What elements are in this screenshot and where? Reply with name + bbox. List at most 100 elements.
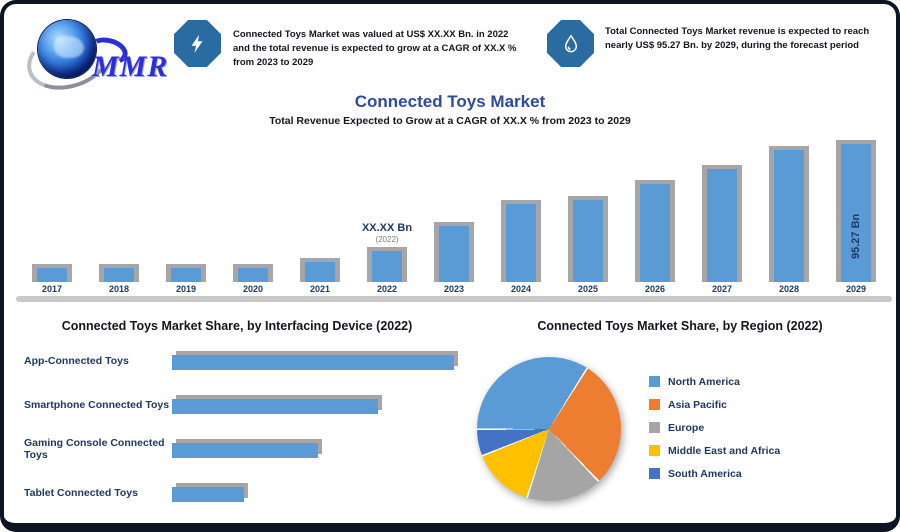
year-label: 2027: [711, 284, 733, 294]
legend-label: North America: [668, 375, 740, 388]
lightning-icon: [191, 34, 203, 53]
year-label: 2025: [577, 284, 599, 294]
bar: [439, 226, 469, 282]
bar-cell: XX.XX Bn (2022) 2022: [355, 130, 419, 296]
legend-swatch: [649, 445, 660, 456]
bar-frame: [769, 146, 809, 282]
bar: [707, 169, 737, 282]
bar-frame: [32, 264, 72, 282]
chart-subtitle: Total Revenue Expected to Grow at a CAGR…: [269, 115, 631, 127]
legend-label: Asia Pacific: [668, 398, 727, 411]
segment-bar: [172, 354, 454, 370]
segment-row: Tablet Connected Toys: [20, 472, 466, 516]
segment-bar: [172, 486, 244, 502]
segment-label: Smartphone Connected Toys: [24, 399, 170, 412]
stat1-badge: [174, 20, 221, 67]
segments-panel-header: Connected Toys Market Share, by Interfac…: [61, 319, 413, 333]
regions-panel-header: Connected Toys Market Share, by Region (…: [537, 319, 823, 333]
stat2-badge: [547, 20, 594, 67]
bar-cell: 95.27 Bn 2029: [824, 130, 888, 296]
bar-cell: 2026: [623, 130, 687, 296]
segment-label: App-Connected Toys: [24, 355, 129, 368]
bar-cell: 2021: [288, 130, 352, 296]
bar: [372, 251, 402, 282]
segment-bar: [172, 442, 318, 458]
region-pie-chart: [477, 357, 621, 501]
revenue-bar-chart: 2017 2018 2019 2020 2021 XX.XX Bn (2022) 2022 20…: [20, 130, 888, 296]
chart-title: Connected Toys Market: [354, 92, 546, 111]
bar: [774, 150, 804, 282]
bar: [104, 268, 134, 282]
bar-cell: 2018: [87, 130, 151, 296]
bar-cell: 2027: [690, 130, 754, 296]
stat2-text: Total Connected Toys Market revenue is e…: [605, 26, 870, 51]
legend-item: Europe: [649, 416, 780, 439]
segment-row: Gaming Console Connected Toys: [20, 428, 466, 472]
callout-year: (2022): [375, 234, 399, 244]
value-callout: XX.XX Bn (2022): [362, 222, 412, 244]
year-label: 2029: [845, 284, 867, 294]
bar-frame: [501, 200, 541, 282]
logo-text: MMR: [92, 50, 169, 83]
bar-frame: [635, 180, 675, 282]
legend-swatch: [649, 376, 660, 387]
bar-frame: [434, 222, 474, 282]
year-label: 2018: [108, 284, 130, 294]
bar-frame: [233, 264, 273, 282]
bar-frame: [568, 196, 608, 282]
bar-cell: 2020: [221, 130, 285, 296]
year-label: 2023: [443, 284, 465, 294]
year-label: 2020: [242, 284, 264, 294]
segment-bar: [172, 398, 378, 414]
year-label: 2026: [644, 284, 666, 294]
bar-cell: 2028: [757, 130, 821, 296]
legend-swatch: [649, 422, 660, 433]
bar-cell: 2019: [154, 130, 218, 296]
globe-landmass: [54, 36, 84, 58]
bar-cell: 2023: [422, 130, 486, 296]
legend-item: Middle East and Africa: [649, 439, 780, 462]
bar-cell: 2017: [20, 130, 84, 296]
bar: [640, 184, 670, 282]
stat1-text: Connected Toys Market was valued at US$ …: [233, 29, 517, 68]
legend-label: Europe: [668, 421, 705, 434]
bar-frame: [99, 264, 139, 282]
water-drop-icon: [564, 33, 577, 52]
bar-frame: 95.27 Bn: [836, 140, 876, 282]
bar: [506, 204, 536, 282]
legend-swatch: [649, 399, 660, 410]
year-label: 2028: [778, 284, 800, 294]
segment-row: App-Connected Toys: [20, 340, 466, 384]
segment-label: Tablet Connected Toys: [24, 487, 138, 500]
segment-label: Gaming Console Connected Toys: [24, 437, 165, 461]
chart-baseline: [16, 296, 892, 302]
mmr-logo: MMR: [19, 12, 180, 100]
segment-row: Smartphone Connected Toys: [20, 384, 466, 428]
bar: 95.27 Bn: [841, 144, 871, 282]
year-label: 2017: [41, 284, 63, 294]
bar-frame: [166, 264, 206, 282]
year-label: 2021: [309, 284, 331, 294]
segments-bar-list: App-Connected Toys Smartphone Connected T…: [20, 340, 466, 516]
bar: [305, 262, 335, 282]
legend-swatch: [649, 468, 660, 479]
bar-frame: [300, 258, 340, 282]
legend-item: Asia Pacific: [649, 393, 780, 416]
bar: [573, 200, 603, 282]
bar-frame: [702, 165, 742, 282]
callout-value: XX.XX Bn: [361, 222, 413, 235]
legend-item: South America: [649, 462, 780, 485]
legend-label: South America: [668, 467, 742, 480]
year-label: 2022: [376, 284, 398, 294]
bar: [37, 268, 67, 282]
legend-label: Middle East and Africa: [668, 444, 781, 457]
region-legend: North America Asia Pacific Europe Middle Ea…: [649, 370, 780, 485]
bar-cell: 2025: [556, 130, 620, 296]
bar: [238, 268, 268, 282]
globe-icon: [38, 20, 96, 78]
bar-cell: 2024: [489, 130, 553, 296]
year-label: 2019: [175, 284, 197, 294]
bar: [171, 268, 201, 282]
final-bar-label: 95.27 Bn: [850, 213, 862, 259]
